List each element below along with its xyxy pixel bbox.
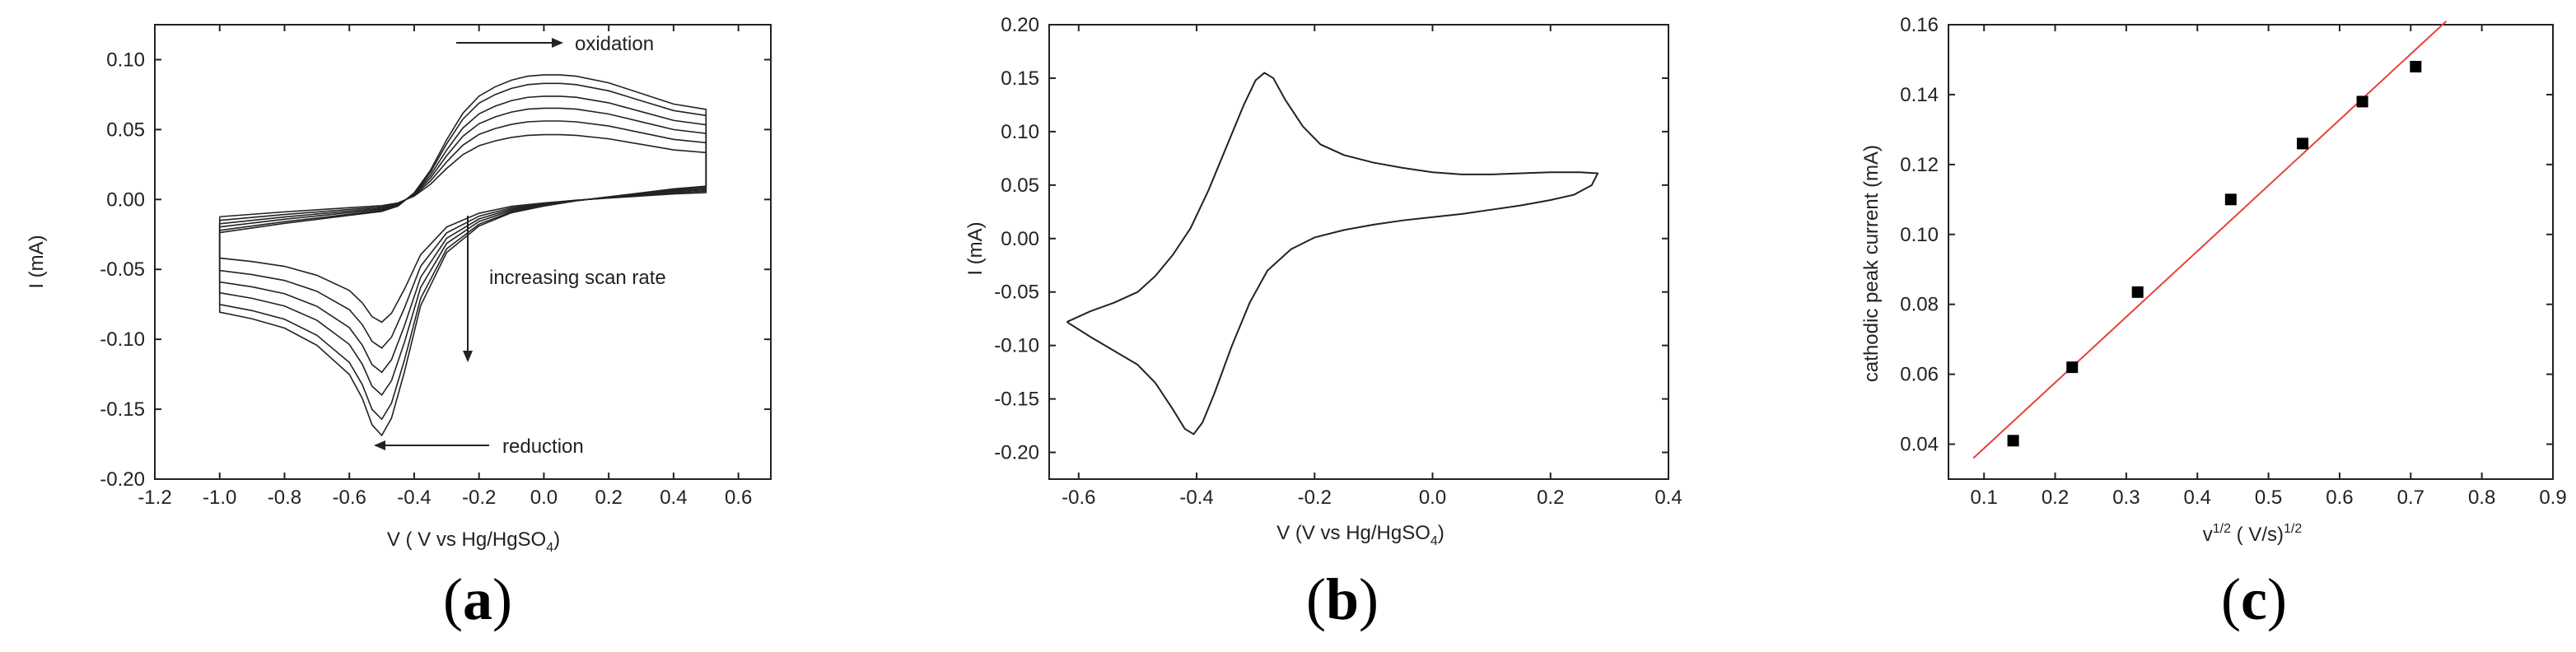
x-tick-label-b-4: 0.2 (1537, 487, 1564, 509)
panel-label-a: (a) (443, 566, 512, 632)
y-tick-label-c-4: 0.12 (1900, 154, 1939, 176)
y-tick-label-a-4: 0.00 (106, 189, 145, 211)
x-tick-label-c-7: 0.8 (2468, 487, 2495, 509)
y-tick-label-c-6: 0.16 (1900, 14, 1939, 36)
x-tick-label-c-1: 0.2 (2042, 487, 2069, 509)
x-axis-label-c: v1/2 ( V/s)1/2 (2203, 522, 2303, 546)
scatter-points-c (1972, 21, 2448, 459)
y-tick-label-a-5: 0.05 (106, 119, 145, 141)
cv-loop-3 (218, 107, 707, 374)
axis-ticks-b: -0.6 -0.4 -0.2 0.0 0.2 0.4 -0.20 -0.15 -0.10 -0.0… (994, 14, 1682, 509)
panel-label-b: (b) (1306, 566, 1379, 632)
axis-ticks-c: 0.1 0.2 0.3 0.4 0.5 0.6 0.7 0.8 0.9 0.04 0.06 0.08 0… (1900, 14, 2566, 509)
y-tick-label-b-7: 0.15 (1001, 68, 1039, 90)
x-tick-label-a-7: 0.2 (595, 487, 622, 509)
data-point-3 (2131, 286, 2144, 298)
y-tick-label-b-1: -0.15 (994, 389, 1039, 411)
x-tick-label-c-4: 0.5 (2255, 487, 2282, 509)
panel-label-c: (c) (2221, 566, 2287, 632)
panel-b: -0.6 -0.4 -0.2 0.0 0.2 0.4 -0.20 -0.15 -0.10 -0.0… (964, 14, 1682, 632)
x-tick-label-b-2: -0.2 (1298, 487, 1332, 509)
y-tick-label-b-2: -0.10 (994, 335, 1039, 357)
x-tick-label-c-2: 0.3 (2112, 487, 2140, 509)
x-tick-label-c-3: 0.4 (2184, 487, 2211, 509)
y-tick-label-a-0: -0.20 (100, 468, 145, 491)
y-tick-label-a-2: -0.10 (100, 328, 145, 351)
cv-loop-2 (218, 120, 707, 349)
y-axis-label-c: cathodic peak current (mA) (1860, 145, 1883, 382)
x-tick-label-c-8: 0.9 (2539, 487, 2566, 509)
y-tick-label-a-1: -0.15 (100, 398, 145, 421)
y-tick-label-b-4: 0.00 (1001, 228, 1039, 250)
x-tick-label-a-6: 0.0 (530, 487, 558, 509)
y-tick-label-a-3: -0.05 (100, 258, 145, 281)
x-tick-label-a-1: -1.0 (203, 487, 236, 509)
y-tick-label-c-0: 0.04 (1900, 434, 1939, 456)
x-tick-label-a-3: -0.6 (333, 487, 366, 509)
oxidation-arrowhead (552, 38, 563, 48)
panel-a: -1.2 -1.0 -0.8 -0.6 -0.4 -0.2 0.0 0.2 0.4 0.6 -0.2… (26, 24, 772, 632)
panel-c: 0.1 0.2 0.3 0.4 0.5 0.6 0.7 0.8 0.9 0.04 0.06 0.08 0… (1860, 14, 2567, 632)
data-point-2 (2066, 361, 2079, 374)
x-tick-label-a-9: 0.6 (725, 487, 752, 509)
plot-frame-a (154, 24, 772, 480)
x-axis-label-b: V (V vs Hg/HgSO4) (1276, 522, 1444, 548)
fit-line (1972, 21, 2448, 459)
cv-loop-5 (218, 82, 707, 421)
y-tick-label-b-0: -0.20 (994, 442, 1039, 464)
data-point-7 (2410, 60, 2422, 72)
x-tick-label-b-0: -0.6 (1062, 487, 1095, 509)
data-point-4 (2224, 193, 2237, 206)
cv-loop-b-1 (1066, 72, 1599, 435)
cv-loop-1 (218, 133, 707, 324)
x-tick-label-c-5: 0.6 (2326, 487, 2353, 509)
scan-rate-label: increasing scan rate (489, 267, 666, 289)
y-axis-label-a: I (mA) (26, 235, 48, 288)
y-tick-label-c-2: 0.08 (1900, 294, 1939, 316)
reduction-arrowhead (374, 440, 385, 450)
cv-loop-4 (218, 95, 707, 396)
oxidation-label: oxidation (575, 33, 654, 55)
y-tick-label-c-3: 0.10 (1900, 224, 1939, 246)
y-tick-label-a-6: 0.10 (106, 49, 145, 71)
x-tick-label-b-5: 0.4 (1654, 487, 1682, 509)
y-tick-label-c-5: 0.14 (1900, 84, 1939, 106)
cv-curves-a (218, 74, 707, 437)
data-point-1 (2007, 435, 2019, 447)
x-tick-label-b-3: 0.0 (1419, 487, 1446, 509)
annotations-a: oxidation increasing scan rate reduction (374, 33, 666, 458)
y-tick-label-b-6: 0.10 (1001, 121, 1039, 143)
x-tick-label-a-8: 0.4 (660, 487, 687, 509)
y-tick-label-b-5: 0.05 (1001, 175, 1039, 197)
x-tick-label-a-0: -1.2 (138, 487, 171, 509)
plot-frame-b (1048, 24, 1669, 480)
y-tick-label-b-3: -0.05 (994, 282, 1039, 304)
y-axis-label-b: I (mA) (964, 221, 987, 275)
scan-rate-arrowhead (463, 351, 473, 362)
x-tick-label-b-1: -0.4 (1179, 487, 1213, 509)
cv-loop-6 (218, 74, 707, 437)
x-tick-label-a-2: -0.8 (268, 487, 301, 509)
x-tick-label-c-0: 0.1 (1970, 487, 1997, 509)
y-tick-label-c-1: 0.06 (1900, 364, 1939, 386)
y-tick-label-b-8: 0.20 (1001, 14, 1039, 36)
x-tick-label-a-5: -0.2 (462, 487, 496, 509)
plot-frame-c (1948, 24, 2554, 480)
x-tick-label-c-6: 0.7 (2397, 487, 2424, 509)
data-point-6 (2356, 95, 2368, 108)
x-axis-label-a: V ( V vs Hg/HgSO4) (387, 529, 560, 555)
axis-ticks-a: -1.2 -1.0 -0.8 -0.6 -0.4 -0.2 0.0 0.2 0.4 0.6 -0.2… (100, 25, 771, 509)
x-tick-label-a-4: -0.4 (397, 487, 431, 509)
reduction-label: reduction (502, 435, 584, 458)
cv-curve-b (1066, 72, 1599, 435)
data-point-5 (2297, 137, 2309, 150)
